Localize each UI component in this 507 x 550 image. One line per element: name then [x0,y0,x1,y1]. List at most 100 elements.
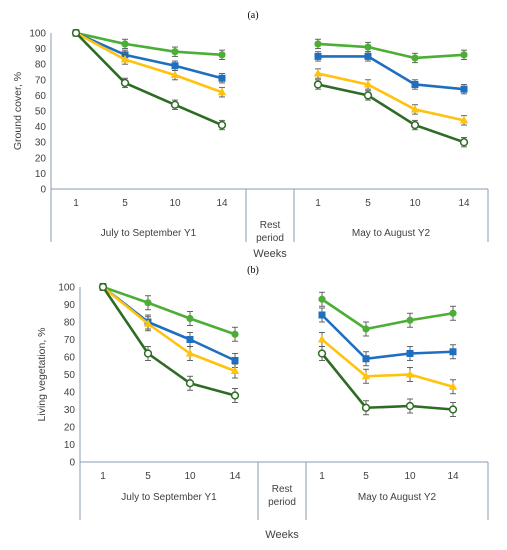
data-point [217,120,227,130]
data-point [314,52,322,60]
data-point [121,40,129,48]
data-point [318,311,326,319]
category-label: May to August Y2 [352,228,431,239]
x-tick-label: 1 [315,198,321,209]
x-axis-title: Weeks [253,248,287,260]
data-point [459,138,469,147]
data-point [406,350,414,357]
x-tick-label: 10 [409,198,421,209]
panel-label: (a) [247,10,258,21]
chart-panel-b: (b) 0 10 20 30 40 50 60 70 80 90 100 Living vegetati… [36,265,489,541]
y-tick-label: 50 [64,370,76,381]
category-label: July to September Y1 [101,228,197,239]
series-line-segment [321,314,454,361]
y-axis-title: Living vegetation, % [36,328,48,422]
y-tick-label: 20 [64,423,76,434]
series-line [99,283,457,368]
data-point [230,391,240,400]
data-point [405,401,415,411]
series-line [71,28,469,126]
data-point [317,349,327,358]
series-line-segment [317,42,465,60]
data-point [313,80,323,89]
x-tick-label: 5 [122,198,128,209]
x-tick-label: 1 [100,471,106,482]
data-point [170,100,180,109]
category-label-line: Rest [272,484,293,495]
data-point [120,78,130,88]
data-point [313,69,323,77]
y-tick-label: 80 [64,318,76,329]
data-point [448,382,458,390]
category-label: July to September Y1 [121,492,217,503]
data-point [317,335,327,343]
series-line-segment [321,298,454,331]
y-tick-label: 100 [29,29,46,40]
series-line [71,28,469,148]
series-line [98,282,458,395]
data-point [411,54,419,62]
y-tick-label: 80 [35,60,47,71]
data-point [185,379,195,388]
category-label: Rest period [256,220,284,244]
data-point [449,309,457,317]
y-tick-label: 50 [35,107,47,118]
category-label-line: period [256,233,284,244]
series-line-segment [75,31,223,57]
data-point [411,80,419,88]
series-line [72,29,468,64]
x-tick-label: 5 [365,198,371,209]
data-point [410,104,420,113]
category-label: May to August Y2 [358,492,437,503]
chart-panel-a: (a) 0 10 20 30 40 50 60 70 80 90 100 Ground cover, %… [12,10,489,260]
x-tick-label: 14 [229,471,241,482]
y-tick-label: 60 [35,91,47,102]
data-point [460,51,468,59]
x-tick-label: 14 [458,198,470,209]
data-point [364,43,372,51]
y-axis-title: Ground cover, % [12,72,24,150]
x-tick-label: 1 [319,471,325,482]
y-tick-label: 40 [35,122,47,133]
data-point [185,349,195,357]
data-point [448,405,458,414]
data-point [231,330,239,338]
data-point [218,51,226,59]
y-tick-label: 10 [64,440,76,451]
data-point [120,55,130,63]
series-line-segment [75,31,223,94]
y-tick-label: 40 [64,388,76,399]
data-point [318,295,326,303]
data-point [314,40,322,48]
data-point [363,91,373,100]
data-point [364,52,372,60]
series-line-segment [101,286,236,397]
data-point [186,314,194,323]
series-line-segment [317,83,465,144]
series-line-segment [317,72,465,122]
data-point [98,282,108,292]
x-tick-label: 14 [447,471,459,482]
x-tick-label: 14 [216,198,228,209]
category-label-line: period [268,497,296,508]
series-line-segment [102,285,236,362]
x-tick-label: 10 [404,471,416,482]
category-label: Rest period [268,484,296,508]
data-point [170,70,180,79]
data-point [406,316,414,324]
series-line-segment [102,285,236,373]
data-point [362,355,370,363]
data-point [143,319,153,327]
x-tick-label: 5 [145,471,151,482]
series-line-segment [320,352,454,411]
series-line-segment [102,285,236,336]
y-tick-label: 70 [64,335,76,346]
y-tick-label: 90 [64,300,76,311]
data-point [144,299,152,307]
data-point [449,348,457,356]
y-tick-label: 100 [58,283,75,294]
category-label-line: Rest [260,220,281,231]
data-point [171,62,179,70]
data-point [361,403,371,412]
x-tick-label: 10 [184,471,196,482]
